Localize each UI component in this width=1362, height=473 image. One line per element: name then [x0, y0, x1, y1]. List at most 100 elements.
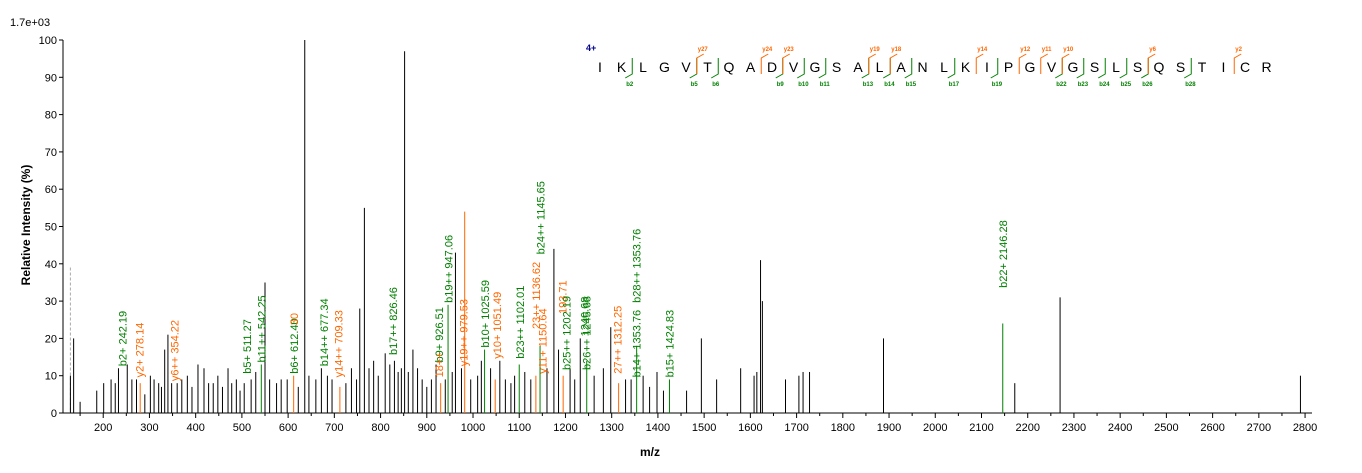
y-axis-title: Relative Intensity (%): [19, 165, 33, 286]
peak-annotation: y10+ 1051.49: [492, 292, 504, 359]
x-tick-label: 2500: [1154, 422, 1178, 434]
peak-annotation: 27++ 1312.25: [612, 306, 624, 374]
peak-annotation: b14++ 677.34: [319, 298, 331, 366]
b-ion-label: b25: [1121, 82, 1132, 88]
y-ion-marker: [975, 53, 984, 74]
y-ion-label: y14: [977, 47, 988, 53]
peak-annotation: y2+ 278.14: [134, 323, 146, 378]
b-ion-label: b9: [777, 82, 785, 88]
x-tick-label: 1200: [553, 422, 577, 434]
x-tick-label: 2400: [1108, 422, 1132, 434]
sequence-residue: V: [789, 59, 799, 75]
sequence-residue: A: [896, 59, 906, 75]
peak-annotation: b2+ 242.19: [118, 311, 130, 366]
peak-annotation: b6+ 612.40: [289, 318, 301, 373]
y-tick-label: 10: [45, 371, 57, 383]
sequence-residue: G: [1025, 59, 1036, 75]
sequence-residue: T: [703, 59, 712, 75]
y-ion-label: y19: [870, 47, 881, 53]
y-ion-label: y11: [1042, 47, 1052, 53]
sequence-residue: S: [1176, 59, 1185, 75]
peak-annotation: 193.71: [558, 280, 570, 314]
peak-annotation: 30: [289, 313, 301, 325]
sequence-residue: G: [659, 59, 670, 75]
b-ion-label: b23: [1078, 82, 1089, 88]
sequence-residue: K: [961, 59, 971, 75]
b-ion-label: b19: [992, 82, 1003, 88]
x-tick-label: 600: [279, 422, 297, 434]
y-ion-marker: [889, 53, 898, 74]
x-tick-label: 1600: [738, 422, 762, 434]
sequence-residue: I: [598, 59, 602, 75]
y-ion-marker: [868, 53, 876, 74]
y-tick-label: 30: [45, 296, 57, 308]
sequence-residue: P: [1004, 59, 1013, 75]
x-tick-label: 1500: [692, 422, 716, 434]
sequence-residue: N: [917, 59, 927, 75]
y-tick-label: 70: [45, 147, 57, 159]
sequence-residue: G: [810, 59, 821, 75]
b-ion-marker: [1055, 58, 1063, 79]
peak-annotation: b10+ 1025.59: [480, 280, 492, 348]
peak-annotation: 18++: [434, 352, 446, 377]
b-ion-marker: [818, 58, 827, 79]
sequence-residue: V: [1047, 59, 1057, 75]
sequence-residue: L: [639, 59, 647, 75]
sequence-residue: I: [1222, 59, 1226, 75]
y-tick-label: 50: [45, 222, 57, 234]
y-ion-marker: [1061, 53, 1070, 74]
x-tick-label: 1800: [831, 422, 855, 434]
x-tick-label: 2100: [969, 422, 993, 434]
x-tick-label: 2200: [1015, 422, 1039, 434]
y-ion-label: y23: [784, 47, 795, 53]
peak-annotation: b9+ 926.51: [434, 307, 446, 362]
x-tick-label: 1900: [877, 422, 901, 434]
x-axis-title: m/z: [640, 445, 660, 459]
b-ion-marker: [1076, 58, 1085, 79]
y-tick-label: 80: [45, 110, 57, 122]
peak-annotation: b22+ 2146.28: [998, 220, 1010, 288]
y-tick-label: 0: [51, 408, 57, 420]
y-ion-marker: [1233, 53, 1242, 74]
peak-annotation: b5+ 511.27: [242, 319, 254, 374]
b-ion-label: b11: [820, 82, 831, 88]
y-ion-label: y6: [1149, 47, 1156, 53]
b-ion-label: b6: [712, 82, 720, 88]
sequence-residue: L: [876, 59, 884, 75]
b-ion-marker: [883, 58, 891, 79]
b-ion-marker: [861, 58, 870, 79]
max-intensity-label: 1.7e+03: [10, 17, 50, 29]
sequence-residue: G: [1068, 59, 1079, 75]
x-tick-label: 1300: [599, 422, 623, 434]
sequence-residue: S: [832, 59, 841, 75]
b-ion-label: b5: [691, 82, 699, 88]
b-ion-label: b15: [906, 82, 917, 88]
sequence-residue: Q: [1154, 59, 1165, 75]
x-tick-label: 1000: [461, 422, 485, 434]
y-ion-marker: [1018, 53, 1027, 74]
peak-annotation: b17++ 826.46: [388, 287, 400, 355]
b-ion-label: b24: [1099, 82, 1110, 88]
b-ion-marker: [1184, 58, 1192, 79]
sequence-residue: I: [985, 59, 989, 75]
peak-annotation: b26++ 1245.68: [582, 296, 594, 370]
sequence-residue: A: [853, 59, 863, 75]
b-ion-label: b13: [863, 82, 874, 88]
b-ion-label: b26: [1142, 82, 1153, 88]
y-tick-label: 90: [45, 72, 57, 84]
peak-annotation: b11++ 542.25: [256, 295, 268, 362]
b-ion-label: b22: [1056, 82, 1067, 88]
x-tick-label: 1700: [784, 422, 808, 434]
sequence-residue: T: [1198, 59, 1207, 75]
b-ion-marker: [711, 58, 719, 79]
peak-annotation: y6++ 354.22: [170, 320, 182, 381]
peak-annotation: b28++ 1353.76: [632, 229, 644, 303]
b-ion-label: b17: [949, 82, 960, 88]
b-ion-marker: [689, 58, 698, 79]
peak-annotation: b14+ 1353.76: [632, 310, 644, 378]
sequence-residue: A: [746, 59, 756, 75]
b-ion-marker: [904, 58, 913, 79]
y-ion-label: y27: [698, 47, 709, 53]
peak-annotation: b25++ 1202.19: [561, 296, 573, 370]
x-tick-label: 2800: [1293, 422, 1317, 434]
